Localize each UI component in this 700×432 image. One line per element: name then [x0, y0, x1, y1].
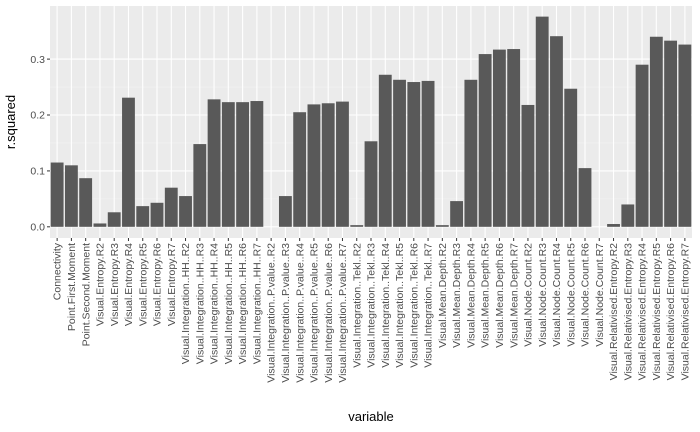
- x-tick-label: Visual.Relativised.Entropy.R5: [651, 243, 663, 381]
- bar: [421, 80, 435, 227]
- bar: [278, 196, 292, 227]
- x-tick-label: Visual.Relativised.Entropy.R2: [608, 243, 620, 381]
- x-tick-label: Visual.Mean.Depth.R4: [465, 243, 477, 348]
- x-tick-label: Visual.Integration..Tekl..R6: [408, 243, 420, 368]
- y-tick-label: 0.0: [30, 222, 45, 234]
- x-tick-label: Visual.Mean.Depth.R7: [508, 243, 520, 348]
- bar: [435, 225, 449, 227]
- x-tick-label: Visual.Entropy.R4: [123, 243, 135, 326]
- bar: [393, 79, 406, 227]
- x-tick-label: Visual.Relativised.Entropy.R3: [622, 243, 634, 381]
- x-tick-label: Visual.Relativised.Entropy.R4: [637, 243, 649, 381]
- bar: [50, 162, 64, 227]
- bar: [378, 74, 392, 227]
- x-tick-label: Visual.Integration..P.value..R7: [337, 243, 349, 383]
- x-tick-label: Visual.Entropy.R3: [109, 243, 121, 326]
- bar: [364, 141, 378, 227]
- bars: [50, 16, 692, 227]
- bar: [535, 16, 549, 227]
- bar: [635, 64, 649, 227]
- bar: [164, 187, 178, 227]
- x-tick-label: Visual.Mean.Depth.R3: [451, 243, 463, 348]
- x-tick-label: Visual.Mean.Depth.R2: [437, 243, 449, 348]
- x-tick-label: Connectivity: [52, 242, 64, 300]
- x-tick-label: Visual.Node.Count.R3: [537, 243, 549, 347]
- bar: [407, 82, 421, 227]
- bar: [336, 101, 349, 227]
- y-axis-title: r.squared: [3, 95, 18, 149]
- x-tick-label: Visual.Node.Count.R2: [523, 243, 535, 347]
- x-tick-label: Visual.Integration..HH..R2: [180, 243, 192, 364]
- x-tick-label: Visual.Integration..HH..R7: [251, 243, 263, 364]
- bar: [207, 99, 221, 227]
- x-tick-label: Visual.Integration..HH..R3: [194, 243, 206, 364]
- bar: [492, 49, 506, 227]
- bar: [93, 223, 107, 227]
- bar: [478, 54, 492, 227]
- bar: [450, 201, 464, 227]
- x-tick-label: Visual.Integration..P.value..R2: [266, 243, 278, 383]
- bar: [221, 102, 235, 227]
- x-tick-label: Visual.Integration..Tekl..R3: [366, 243, 378, 368]
- x-tick-label: Visual.Entropy.R5: [137, 243, 149, 326]
- x-axis: Connectivity Point.First.Moment Point.Seco…: [52, 238, 691, 383]
- x-tick-label: Visual.Integration..Tekl..R5: [394, 243, 406, 368]
- bar: [150, 202, 164, 227]
- y-tick-label: 0.1: [30, 166, 45, 178]
- bar: [193, 144, 207, 227]
- bar: [122, 97, 135, 227]
- x-tick-label: Visual.Mean.Depth.R5: [480, 243, 492, 348]
- x-tick-label: Visual.Node.Count.R4: [551, 243, 563, 347]
- x-tick-label: Visual.Integration..Tekl..R7: [423, 243, 435, 368]
- bar: [607, 224, 620, 227]
- bar: [550, 36, 563, 227]
- bar: [664, 40, 678, 227]
- y-axis: 0.0 0.1 0.2 0.3: [30, 54, 50, 234]
- x-tick-label: Visual.Integration..Tekl..R4: [380, 243, 392, 368]
- bar: [621, 204, 635, 227]
- x-tick-label: Visual.Mean.Depth.R6: [494, 243, 506, 348]
- bar: [79, 178, 93, 227]
- bar: [307, 104, 321, 227]
- x-tick-label: Visual.Integration..P.value..R5: [309, 243, 321, 383]
- bar: [250, 101, 264, 227]
- y-tick-label: 0.2: [30, 110, 45, 122]
- x-tick-label: Visual.Relativised.Entropy.R7: [679, 243, 691, 381]
- bar: [649, 36, 663, 227]
- x-tick-label: Visual.Entropy.R6: [152, 243, 164, 326]
- x-tick-label: Visual.Node.Count.R7: [594, 243, 606, 347]
- y-tick-label: 0.3: [30, 54, 45, 66]
- x-tick-label: Visual.Integration..P.value..R3: [280, 243, 292, 383]
- x-tick-label: Point.First.Moment: [66, 243, 78, 331]
- bar: [507, 49, 521, 227]
- x-tick-label: Visual.Node.Count.R6: [580, 243, 592, 347]
- bar: [107, 212, 121, 227]
- x-tick-label: Point.Second.Moment: [80, 243, 92, 346]
- bar: [321, 103, 335, 227]
- bar: [678, 44, 692, 227]
- x-tick-label: Visual.Integration..HH..R6: [237, 243, 249, 364]
- bar: [293, 112, 307, 227]
- x-tick-label: Visual.Entropy.R2: [95, 243, 107, 326]
- x-tick-label: Visual.Relativised.Entropy.R6: [665, 243, 677, 381]
- bar: [179, 196, 192, 227]
- bar: [236, 102, 250, 227]
- x-axis-title: variable: [348, 409, 394, 424]
- x-tick-label: Visual.Integration..Tekl..R2: [351, 243, 363, 368]
- x-tick-label: Visual.Integration..HH..R4: [209, 243, 221, 364]
- x-tick-label: Visual.Integration..P.value..R6: [323, 243, 335, 383]
- bar: [521, 104, 535, 227]
- bar: [578, 168, 592, 227]
- x-tick-label: Visual.Integration..HH..R5: [223, 243, 235, 364]
- bar: [136, 206, 150, 227]
- bar: [464, 79, 478, 227]
- bar: [350, 225, 364, 227]
- bar: [564, 88, 578, 227]
- x-tick-label: Visual.Node.Count.R5: [565, 243, 577, 347]
- x-tick-label: Visual.Entropy.R7: [166, 243, 178, 326]
- x-tick-label: Visual.Integration..P.value..R4: [294, 243, 306, 383]
- bar: [64, 165, 78, 227]
